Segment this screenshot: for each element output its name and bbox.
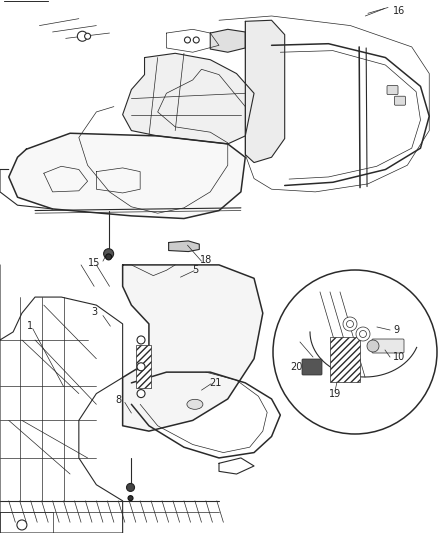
Text: 3: 3 (91, 308, 97, 317)
Polygon shape (123, 53, 254, 144)
Circle shape (128, 496, 133, 500)
Circle shape (85, 33, 91, 39)
Circle shape (193, 37, 199, 43)
Text: 21: 21 (209, 378, 222, 387)
Text: 5: 5 (192, 265, 198, 274)
FancyBboxPatch shape (395, 96, 406, 105)
Polygon shape (330, 337, 360, 382)
Circle shape (106, 254, 112, 260)
Circle shape (104, 249, 113, 259)
Circle shape (346, 320, 353, 327)
Circle shape (137, 390, 145, 398)
Polygon shape (9, 133, 245, 219)
Polygon shape (169, 241, 199, 252)
Circle shape (273, 270, 437, 434)
Text: 20: 20 (290, 362, 302, 372)
Polygon shape (123, 265, 263, 431)
Text: 19: 19 (329, 389, 341, 399)
Polygon shape (245, 20, 285, 163)
Text: 9: 9 (393, 325, 399, 335)
Circle shape (360, 330, 367, 337)
Polygon shape (210, 29, 245, 52)
Circle shape (127, 483, 134, 491)
Text: 10: 10 (393, 352, 405, 362)
Circle shape (367, 340, 379, 352)
Circle shape (137, 336, 145, 344)
Ellipse shape (187, 399, 203, 409)
FancyBboxPatch shape (387, 85, 398, 94)
Circle shape (78, 31, 87, 41)
Circle shape (356, 327, 370, 341)
Circle shape (343, 317, 357, 331)
Circle shape (17, 520, 27, 530)
Text: 8: 8 (115, 395, 121, 405)
FancyBboxPatch shape (372, 339, 404, 353)
Circle shape (184, 37, 191, 43)
Text: 16: 16 (393, 6, 405, 15)
Polygon shape (136, 345, 151, 388)
Text: 15: 15 (88, 259, 100, 268)
Circle shape (137, 363, 145, 371)
FancyBboxPatch shape (302, 359, 322, 375)
Text: 1: 1 (27, 321, 33, 331)
Text: 18: 18 (200, 255, 212, 265)
